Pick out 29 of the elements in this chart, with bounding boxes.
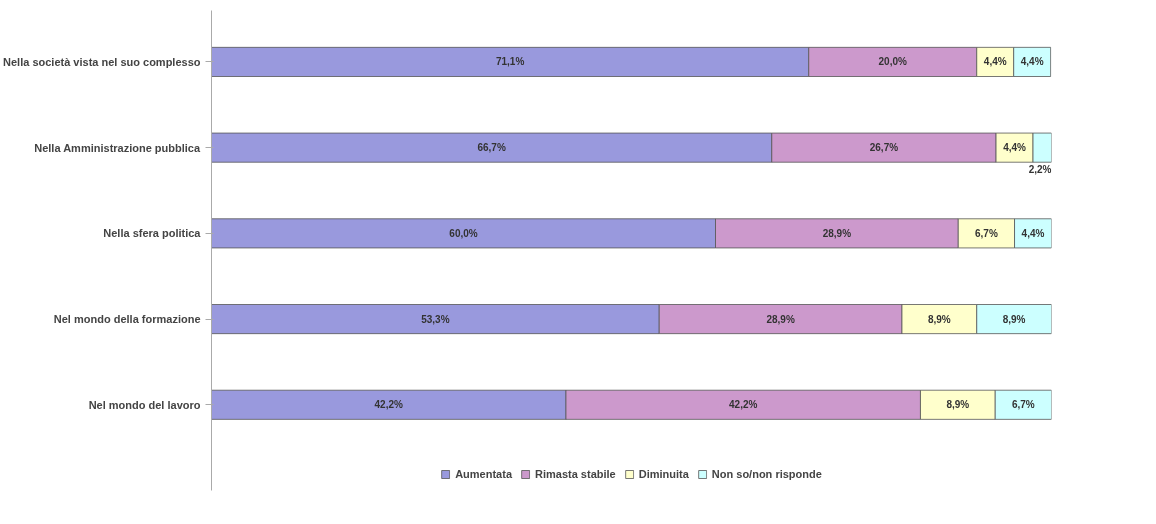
legend-label: Aumentata	[455, 468, 513, 480]
data-label: 71,1%	[495, 56, 525, 68]
y-tick-label: Nella società vista nel suo complesso	[3, 55, 201, 68]
data-label: 6,7%	[1011, 399, 1035, 411]
y-tick-label: Nel mondo della formazione	[53, 313, 201, 326]
data-label: 4,4%	[1020, 56, 1044, 68]
data-label: 28,9%	[822, 227, 852, 239]
data-label: 8,9%	[1002, 313, 1026, 325]
y-tick-label: Nella Amministrazione pubblica	[34, 141, 201, 154]
data-label: 4,4%	[1003, 142, 1027, 154]
data-label: 2,2%	[1028, 164, 1052, 176]
data-label: 6,7%	[975, 227, 998, 239]
data-label: 26,7%	[869, 142, 899, 154]
data-label: 8,9%	[946, 399, 970, 411]
data-label: 42,2%	[729, 399, 758, 411]
legend-label: Diminuita	[638, 468, 689, 480]
data-label: 66,7%	[477, 142, 506, 154]
data-label: 53,3%	[421, 313, 450, 325]
legend-label: Non so/non risponde	[711, 468, 822, 480]
y-tick-label: Nel mondo del lavoro	[88, 398, 201, 411]
data-label: 28,9%	[766, 313, 795, 325]
data-label: 4,4%	[1021, 227, 1045, 239]
data-label: 60,0%	[449, 227, 478, 239]
y-tick-label: Nella sfera politica	[103, 227, 202, 240]
data-label: 20,0%	[878, 56, 908, 68]
data-label: 8,9%	[927, 313, 951, 325]
data-label: 42,2%	[374, 399, 404, 411]
legend-label: Rimasta stabile	[535, 468, 616, 480]
data-label: 4,4%	[983, 56, 1007, 68]
